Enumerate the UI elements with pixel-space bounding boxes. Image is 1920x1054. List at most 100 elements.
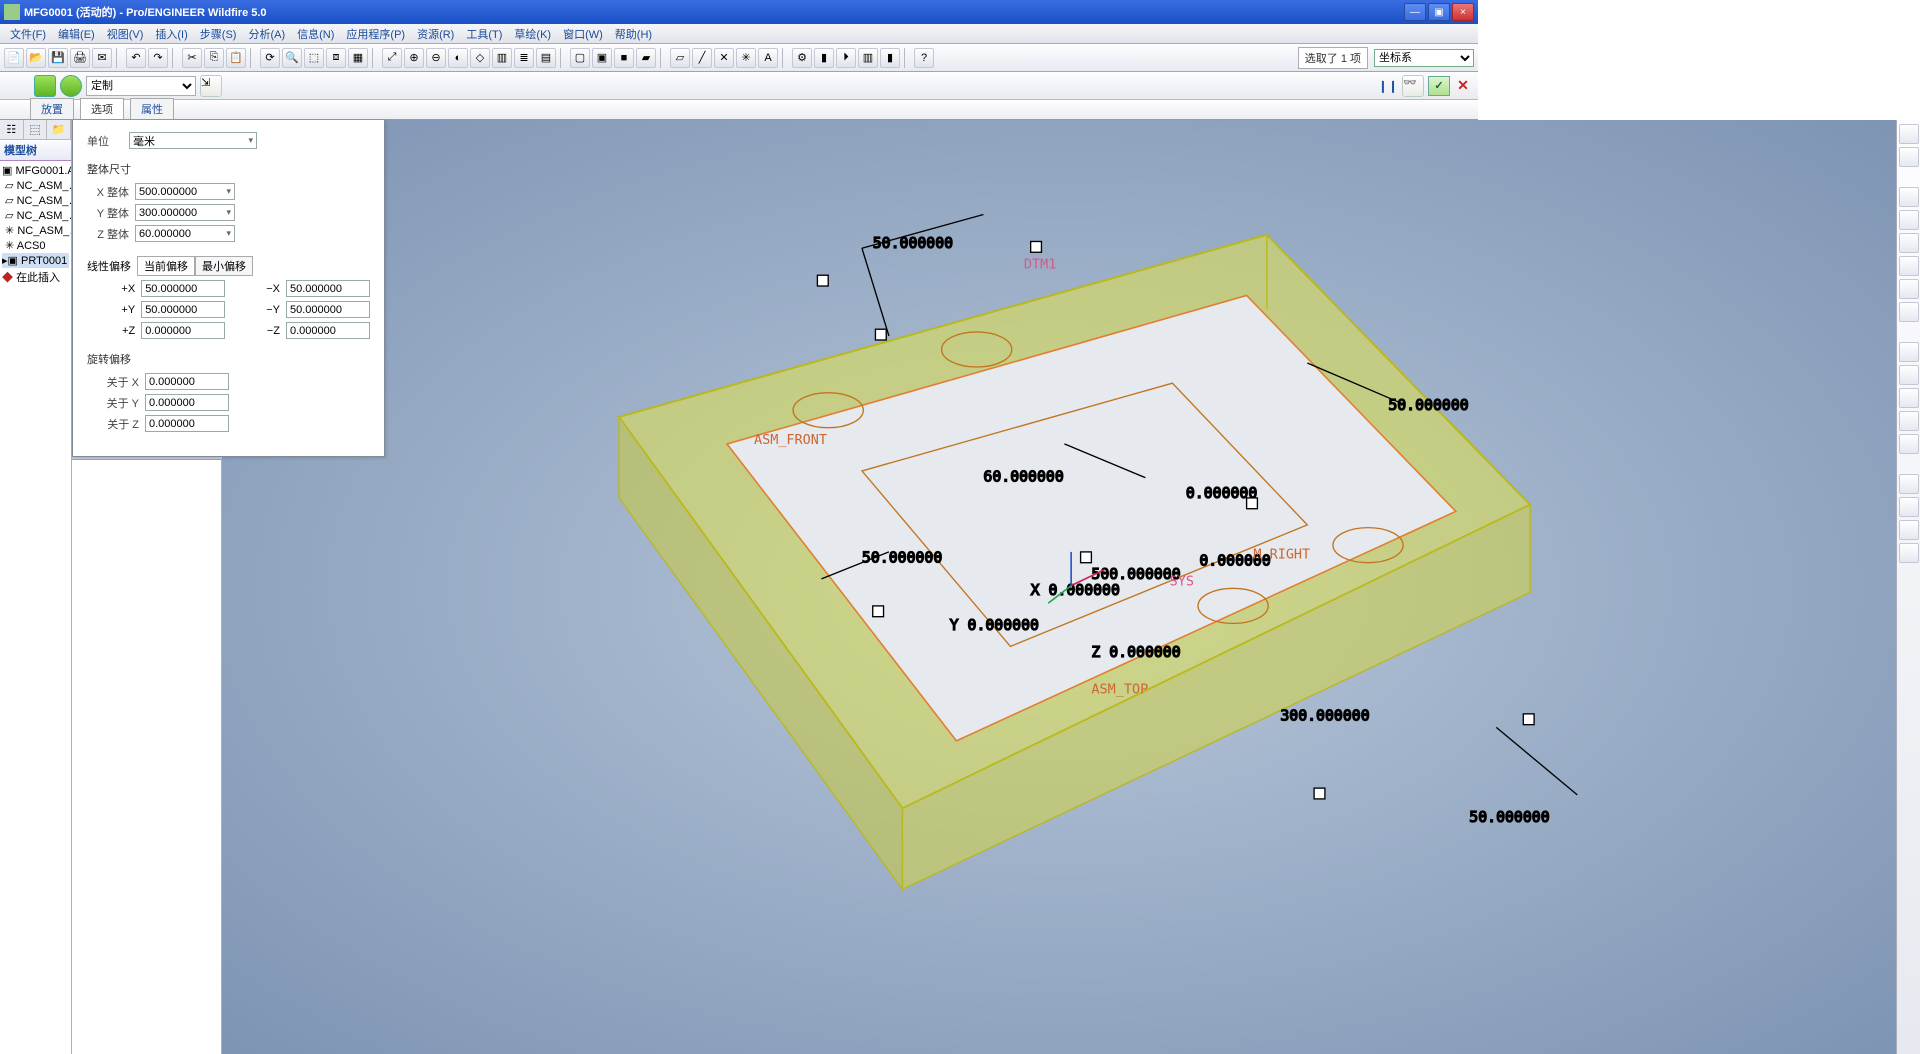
mail-icon[interactable]: ✉ xyxy=(92,48,112,68)
rt-csys-icon[interactable] xyxy=(1899,434,1919,454)
rt-icon-7[interactable] xyxy=(1899,279,1919,299)
redo-icon[interactable]: ↷ xyxy=(148,48,168,68)
workpiece-shape-box-icon[interactable] xyxy=(34,75,56,97)
rt-icon-10[interactable] xyxy=(1899,497,1919,517)
save-icon[interactable]: 💾 xyxy=(48,48,68,68)
rt-icon-8[interactable] xyxy=(1899,302,1919,322)
rt-plane-icon[interactable] xyxy=(1899,342,1919,362)
hidden-icon[interactable]: ▣ xyxy=(592,48,612,68)
select-icon[interactable]: ⬚ xyxy=(304,48,324,68)
cut-icon[interactable]: ✂ xyxy=(182,48,202,68)
tree-tab-1-icon[interactable]: ☷ xyxy=(0,120,24,139)
subtab-current[interactable]: 当前偏移 xyxy=(137,256,195,276)
new-icon[interactable]: 📄 xyxy=(4,48,24,68)
menu-info[interactable]: 信息(N) xyxy=(291,24,340,43)
wire-icon[interactable]: ▢ xyxy=(570,48,590,68)
menu-steps[interactable]: 步骤(S) xyxy=(194,24,243,43)
x-overall-input[interactable]: 500.000000 xyxy=(135,183,235,200)
rt-icon-12[interactable] xyxy=(1899,543,1919,563)
tree-node-root[interactable]: ▣ MFG0001.ASM xyxy=(2,163,69,178)
tb-icon-2[interactable]: ▦ xyxy=(348,48,368,68)
refit-icon[interactable]: ⤢ xyxy=(382,48,402,68)
tree-node-2[interactable]: ▱ NC_ASM_… xyxy=(2,193,69,208)
tree-node-5[interactable]: ✳ ACS0 xyxy=(2,238,69,253)
ny-input[interactable] xyxy=(286,301,370,318)
subtab-min[interactable]: 最小偏移 xyxy=(195,256,253,276)
menu-window[interactable]: 窗口(W) xyxy=(557,24,609,43)
rt-icon-5[interactable] xyxy=(1899,233,1919,253)
tree-node-6[interactable]: ▸▣ PRT0001 xyxy=(2,253,69,268)
tree-node-3[interactable]: ▱ NC_ASM_… xyxy=(2,208,69,223)
rt-axis-icon[interactable] xyxy=(1899,365,1919,385)
py-input[interactable] xyxy=(141,301,225,318)
pz-input[interactable] xyxy=(141,322,225,339)
px-input[interactable] xyxy=(141,280,225,297)
menu-file[interactable]: 文件(F) xyxy=(4,24,52,43)
menu-resources[interactable]: 资源(R) xyxy=(411,24,460,43)
maximize-button[interactable]: ▣ xyxy=(1428,3,1450,21)
datum-csys-icon[interactable]: ✳ xyxy=(736,48,756,68)
tree-node-insert[interactable]: ◆ 在此插入 xyxy=(2,268,69,286)
paste-icon[interactable]: 📋 xyxy=(226,48,246,68)
menu-applications[interactable]: 应用程序(P) xyxy=(340,24,411,43)
mfg-icon-2[interactable]: ▮ xyxy=(814,48,834,68)
annot-icon[interactable]: A xyxy=(758,48,778,68)
rt-icon-3[interactable] xyxy=(1899,187,1919,207)
copy-icon[interactable]: ⎘ xyxy=(204,48,224,68)
print-icon[interactable]: 🖨 xyxy=(70,48,90,68)
preview-icon[interactable]: 👓 xyxy=(1402,75,1424,97)
about-z-input[interactable] xyxy=(145,415,229,432)
about-y-input[interactable] xyxy=(145,394,229,411)
dashboard-collector-icon[interactable]: ⇲ xyxy=(200,75,222,97)
zoom-out-icon[interactable]: ⊖ xyxy=(426,48,446,68)
nx-input[interactable] xyxy=(286,280,370,297)
menu-insert[interactable]: 插入(I) xyxy=(149,24,193,43)
selection-filter-combo[interactable]: 坐标系 xyxy=(1374,49,1474,67)
undo-icon[interactable]: ↶ xyxy=(126,48,146,68)
tab-placement[interactable]: 放置 xyxy=(30,98,74,119)
shade-icon[interactable]: ▰ xyxy=(636,48,656,68)
tree-body[interactable]: ▣ MFG0001.ASM ▱ NC_ASM_… ▱ NC_ASM_… ▱ NC… xyxy=(0,161,71,288)
z-overall-input[interactable]: 60.000000 xyxy=(135,225,235,242)
saved-views-icon[interactable]: ▥ xyxy=(492,48,512,68)
mfg-icon-1[interactable]: ⚙ xyxy=(792,48,812,68)
rt-icon-2[interactable] xyxy=(1899,147,1919,167)
accept-button[interactable]: ✓ xyxy=(1428,76,1450,96)
dashboard-type-combo[interactable]: 定制 xyxy=(86,76,196,96)
y-overall-input[interactable]: 300.000000 xyxy=(135,204,235,221)
rt-icon-9[interactable] xyxy=(1899,474,1919,494)
repaint-icon[interactable]: ◐ xyxy=(448,48,468,68)
orient-icon[interactable]: ◇ xyxy=(470,48,490,68)
tree-node-4[interactable]: ✳ NC_ASM_… xyxy=(2,223,69,238)
regen-icon[interactable]: ⟳ xyxy=(260,48,280,68)
minimize-button[interactable]: — xyxy=(1404,3,1426,21)
rt-point-icon[interactable] xyxy=(1899,411,1919,431)
tab-properties[interactable]: 属性 xyxy=(130,98,174,119)
mfg-icon-3[interactable]: ⏵ xyxy=(836,48,856,68)
search-icon[interactable]: 🔍 xyxy=(282,48,302,68)
layers-icon[interactable]: ≣ xyxy=(514,48,534,68)
tree-tab-3-icon[interactable]: 📁 xyxy=(47,120,71,139)
menu-sketch[interactable]: 草绘(K) xyxy=(508,24,557,43)
datum-point-icon[interactable]: ✕ xyxy=(714,48,734,68)
tree-tab-2-icon[interactable]: ⿳ xyxy=(24,120,48,139)
menu-edit[interactable]: 编辑(E) xyxy=(52,24,101,43)
open-icon[interactable]: 📂 xyxy=(26,48,46,68)
graphics-viewport[interactable]: 50.000000 50.000000 50.000000 50.000000 … xyxy=(222,120,1896,1054)
help-icon[interactable]: ? xyxy=(914,48,934,68)
tb-icon-1[interactable]: ⧈ xyxy=(326,48,346,68)
tree-node-1[interactable]: ▱ NC_ASM_… xyxy=(2,178,69,193)
menu-view[interactable]: 视图(V) xyxy=(101,24,150,43)
mfg-icon-5[interactable]: ▮ xyxy=(880,48,900,68)
datum-plane-icon[interactable]: ▱ xyxy=(670,48,690,68)
menu-tools[interactable]: 工具(T) xyxy=(460,24,508,43)
rt-icon-1[interactable] xyxy=(1899,124,1919,144)
rt-icon-4[interactable] xyxy=(1899,210,1919,230)
menu-help[interactable]: 帮助(H) xyxy=(609,24,658,43)
view-mgr-icon[interactable]: ▤ xyxy=(536,48,556,68)
close-button[interactable]: × xyxy=(1452,3,1474,21)
pause-icon[interactable]: ❙❙ xyxy=(1378,79,1398,93)
rt-curve-icon[interactable] xyxy=(1899,388,1919,408)
nohidden-icon[interactable]: ■ xyxy=(614,48,634,68)
units-combo[interactable]: 毫米 xyxy=(129,132,257,149)
